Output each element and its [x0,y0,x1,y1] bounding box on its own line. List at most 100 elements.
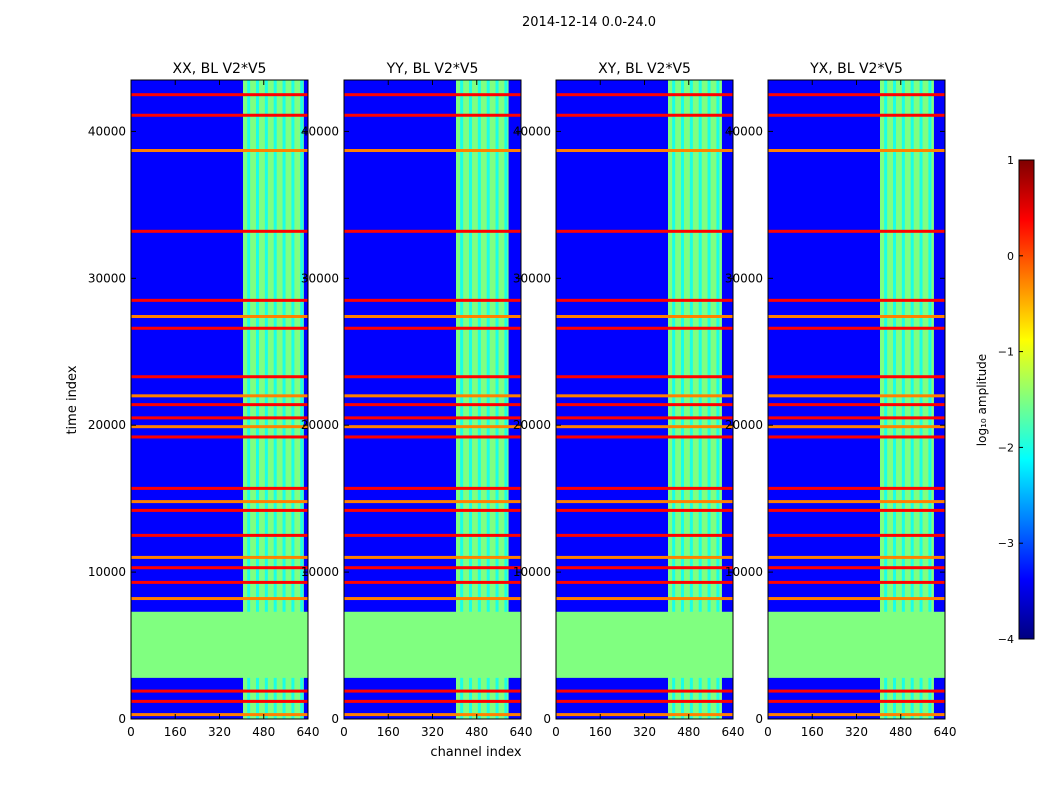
rfi-line [556,689,733,693]
x-tick-label: 320 [633,725,656,739]
rfi-line [768,486,945,490]
x-tick-label: 480 [889,725,912,739]
rfi-line [344,403,521,407]
rfi-line [131,555,308,559]
y-tick-label: 40000 [301,124,339,138]
y-tick-label: 0 [118,712,126,726]
rfi-line [768,500,945,504]
rfi-line [556,298,733,302]
y-tick-label: 30000 [513,271,551,285]
y-axis-label: time index [65,365,80,434]
colorbar-tick-label: −2 [998,441,1014,454]
x-tick-label: 160 [589,725,612,739]
rfi-line [768,699,945,703]
rfi-line [131,416,308,420]
x-tick-label: 320 [845,725,868,739]
rfi-line [131,229,308,233]
rfi-line [768,403,945,407]
colorbar-gradient [1018,159,1035,640]
rfi-line [131,113,308,117]
heatmap-band-stripe [928,80,932,719]
heatmap-band-stripe [300,80,304,719]
colorbar-label: log₁₀ amplitude [975,354,989,446]
heatmap-band-stripe [256,80,260,719]
rfi-line [556,375,733,379]
x-tick-label: 0 [340,725,348,739]
rfi-line [131,298,308,302]
rfi-line [131,326,308,330]
rfi-line [768,555,945,559]
heatmap-band-stripe [689,80,693,719]
rfi-line [556,403,733,407]
y-tick-label: 20000 [301,418,339,432]
rfi-line [768,508,945,512]
heatmap-band-stripe [291,80,295,719]
rfi-line [131,435,308,439]
rfi-line [344,298,521,302]
rfi-line [768,435,945,439]
rfi-line [344,425,521,429]
rfi-line [131,403,308,407]
rfi-line [344,394,521,398]
x-tick-label: 480 [677,725,700,739]
rfi-line [344,580,521,584]
rfi-line [556,326,733,330]
rfi-line [344,566,521,570]
rfi-line [556,425,733,429]
rfi-line [768,149,945,153]
rfi-line [131,375,308,379]
rfi-line [768,326,945,330]
heatmap-band-stripe [672,80,676,719]
heatmap-band-stripe [469,80,473,719]
heatmap-band-stripe [893,80,897,719]
heatmap-band-stripe [504,80,508,719]
heatmap-band-stripe [282,80,286,719]
rfi-line [556,699,733,703]
rfi-line [131,93,308,97]
rfi-line [131,486,308,490]
y-tick-label: 0 [543,712,551,726]
rfi-line [344,689,521,693]
rfi-line [131,699,308,703]
rfi-line [556,580,733,584]
rfi-line [344,375,521,379]
x-tick-label: 0 [127,725,135,739]
rfi-line [131,689,308,693]
heatmap-band-stripe [716,80,720,719]
rfi-line [768,580,945,584]
heatmap-band-stripe [273,80,277,719]
rfi-line [344,500,521,504]
colorbar-tick-label: −1 [998,346,1014,359]
panel-title: XY, BL V2*V5 [598,61,691,77]
x-tick-label: 480 [252,725,275,739]
rfi-line [344,699,521,703]
heatmap-band-stripe [707,80,711,719]
heatmap-band-stripe [460,80,464,719]
rfi-line [556,486,733,490]
rfi-line [344,229,521,233]
heatmap-band-stripe [486,80,490,719]
rfi-line [556,394,733,398]
heatmap-band-stripe [884,80,888,719]
x-tick-label: 0 [764,725,772,739]
rfi-line [344,416,521,420]
rfi-line [768,394,945,398]
y-tick-label: 40000 [88,124,126,138]
heatmap-band-stripe [247,80,251,719]
heatmap-band-stripe [264,80,268,719]
x-tick-label: 320 [208,725,231,739]
y-tick-label: 20000 [88,418,126,432]
x-tick-label: 640 [722,725,745,739]
x-tick-label: 640 [934,725,957,739]
y-tick-label: 40000 [725,124,763,138]
rfi-line [131,580,308,584]
rfi-line [344,533,521,537]
rfi-line [344,326,521,330]
x-axis-label: channel index [430,745,521,760]
rfi-line [131,425,308,429]
panel-title: XX, BL V2*V5 [173,61,267,77]
x-tick-label: 160 [377,725,400,739]
heatmap-band-stripe [495,80,499,719]
heatmap-flagged-block [131,611,308,678]
heatmap-band-stripe [910,80,914,719]
